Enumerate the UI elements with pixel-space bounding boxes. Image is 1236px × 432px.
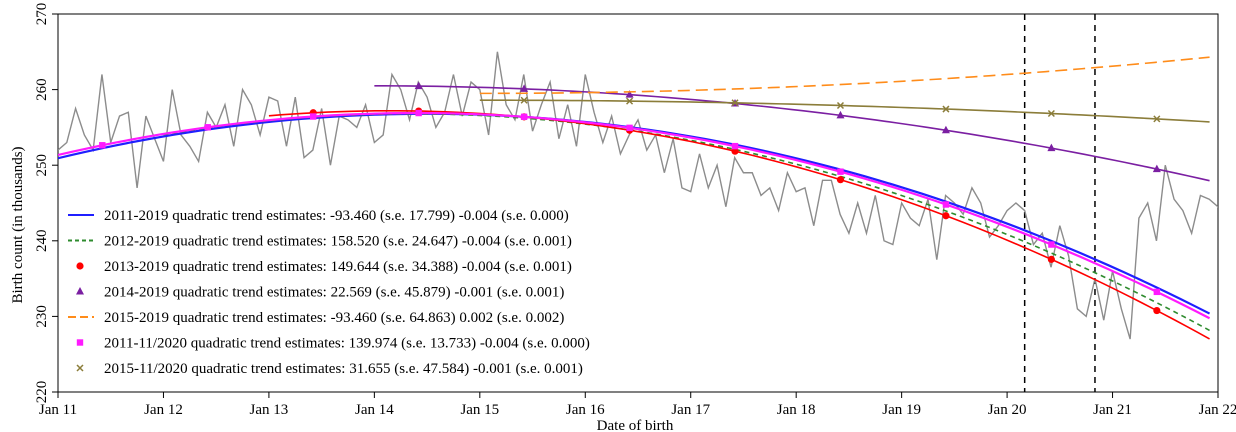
vertical-reference-lines bbox=[1023, 14, 1096, 392]
trend-marker bbox=[836, 110, 845, 119]
trend-marker bbox=[1047, 255, 1055, 263]
trend-marker bbox=[731, 147, 739, 155]
trend-marker bbox=[520, 96, 528, 104]
trend-marker bbox=[415, 109, 422, 117]
legend-entry: 2012-2019 quadratic trend estimates: 158… bbox=[68, 234, 572, 250]
legend-entry: 2015-2019 quadratic trend estimates: -93… bbox=[68, 310, 564, 326]
trend-marker bbox=[942, 201, 950, 208]
x-tick-label: Jan 20 bbox=[988, 402, 1027, 418]
trend-marker bbox=[837, 168, 844, 175]
trend-marker bbox=[942, 105, 950, 113]
x-tick-label: Jan 21 bbox=[1093, 402, 1132, 418]
y-tick-label: 270 bbox=[34, 3, 50, 26]
legend-key-marker bbox=[76, 339, 84, 346]
trend-marker bbox=[1047, 109, 1055, 118]
y-tick-label: 240 bbox=[34, 230, 50, 253]
trend-marker bbox=[625, 90, 634, 98]
trend-line bbox=[58, 111, 1211, 320]
legend-label: 2013-2019 quadratic trend estimates: 149… bbox=[104, 259, 572, 275]
observed-birth-count-line bbox=[58, 51, 1218, 340]
legend-key-marker bbox=[76, 287, 84, 295]
y-tick-label: 250 bbox=[34, 154, 50, 177]
trend-marker bbox=[1153, 115, 1161, 123]
trend-line bbox=[374, 85, 1210, 182]
x-tick-label: Jan 19 bbox=[882, 402, 921, 418]
trend-marker bbox=[204, 124, 211, 131]
legend-label: 2012-2019 quadratic trend estimates: 158… bbox=[104, 234, 572, 250]
series-layer bbox=[58, 51, 1218, 340]
legend-label: 2015-11/2020 quadratic trend estimates: … bbox=[104, 361, 583, 377]
x-tick-label: Jan 22 bbox=[1199, 402, 1236, 418]
trend-line bbox=[479, 56, 1210, 95]
trend-marker bbox=[942, 212, 950, 220]
trend-marker bbox=[731, 99, 739, 107]
x-tick-label: Jan 11 bbox=[39, 402, 77, 418]
trend-curve-5 bbox=[479, 56, 1210, 95]
trend-marker bbox=[731, 142, 739, 150]
legend-entry: 2015-11/2020 quadratic trend estimates: … bbox=[76, 361, 583, 377]
trend-marker bbox=[626, 97, 634, 105]
y-tick-label: 260 bbox=[34, 78, 50, 101]
trend-marker bbox=[836, 101, 845, 110]
trend-marker bbox=[941, 125, 950, 134]
trend-marker bbox=[1047, 143, 1056, 152]
x-tick-label: Jan 14 bbox=[355, 402, 394, 418]
trend-marker bbox=[1152, 164, 1161, 173]
trend-curve-7 bbox=[479, 96, 1210, 123]
trend-marker bbox=[520, 113, 528, 121]
x-tick-label: Jan 13 bbox=[250, 402, 289, 418]
trend-marker bbox=[626, 124, 633, 132]
legend-label: 2015-2019 quadratic trend estimates: -93… bbox=[104, 310, 564, 326]
plot-frame bbox=[57, 13, 1219, 393]
trend-marker bbox=[414, 81, 423, 90]
legend-label: 2011-11/2020 quadratic trend estimates: … bbox=[104, 336, 590, 352]
y-tick-label: 220 bbox=[34, 381, 50, 404]
legend: 2011-2019 quadratic trend estimates: -93… bbox=[68, 208, 590, 377]
x-tick-label: Jan 15 bbox=[460, 402, 499, 418]
trend-marker bbox=[99, 142, 106, 149]
x-tick-label: Jan 12 bbox=[144, 402, 183, 418]
x-tick-label: Jan 17 bbox=[671, 402, 710, 418]
y-tick-label: 230 bbox=[34, 305, 50, 328]
trend-line bbox=[479, 99, 1210, 123]
trend-marker bbox=[1048, 241, 1055, 248]
trend-curve-6 bbox=[58, 109, 1211, 320]
trend-marker bbox=[836, 176, 845, 184]
legend-label: 2014-2019 quadratic trend estimates: 22.… bbox=[104, 285, 564, 301]
legend-entry: 2014-2019 quadratic trend estimates: 22.… bbox=[76, 285, 564, 301]
legend-key-marker bbox=[76, 364, 84, 372]
trend-marker bbox=[1153, 288, 1161, 296]
legend-entry: 2011-2019 quadratic trend estimates: -93… bbox=[68, 208, 569, 224]
legend-entry: 2013-2019 quadratic trend estimates: 149… bbox=[76, 259, 572, 275]
legend-entry: 2011-11/2020 quadratic trend estimates: … bbox=[76, 336, 590, 352]
trend-marker bbox=[520, 84, 529, 92]
axes: Jan 11 Jan 12 Jan 13 Jan 14 Jan 15 Jan 16 Jan … bbox=[34, 3, 1236, 418]
x-tick-label: Jan 16 bbox=[566, 402, 605, 418]
legend-label: 2011-2019 quadratic trend estimates: -93… bbox=[104, 208, 569, 224]
legend-key-marker bbox=[76, 262, 84, 270]
x-tick-label: Jan 18 bbox=[777, 402, 816, 418]
trend-marker bbox=[310, 113, 317, 120]
x-axis-title: Date of birth bbox=[597, 418, 674, 432]
y-axis-title: Birth count (in thousands) bbox=[10, 146, 26, 303]
trend-marker bbox=[1153, 306, 1161, 315]
